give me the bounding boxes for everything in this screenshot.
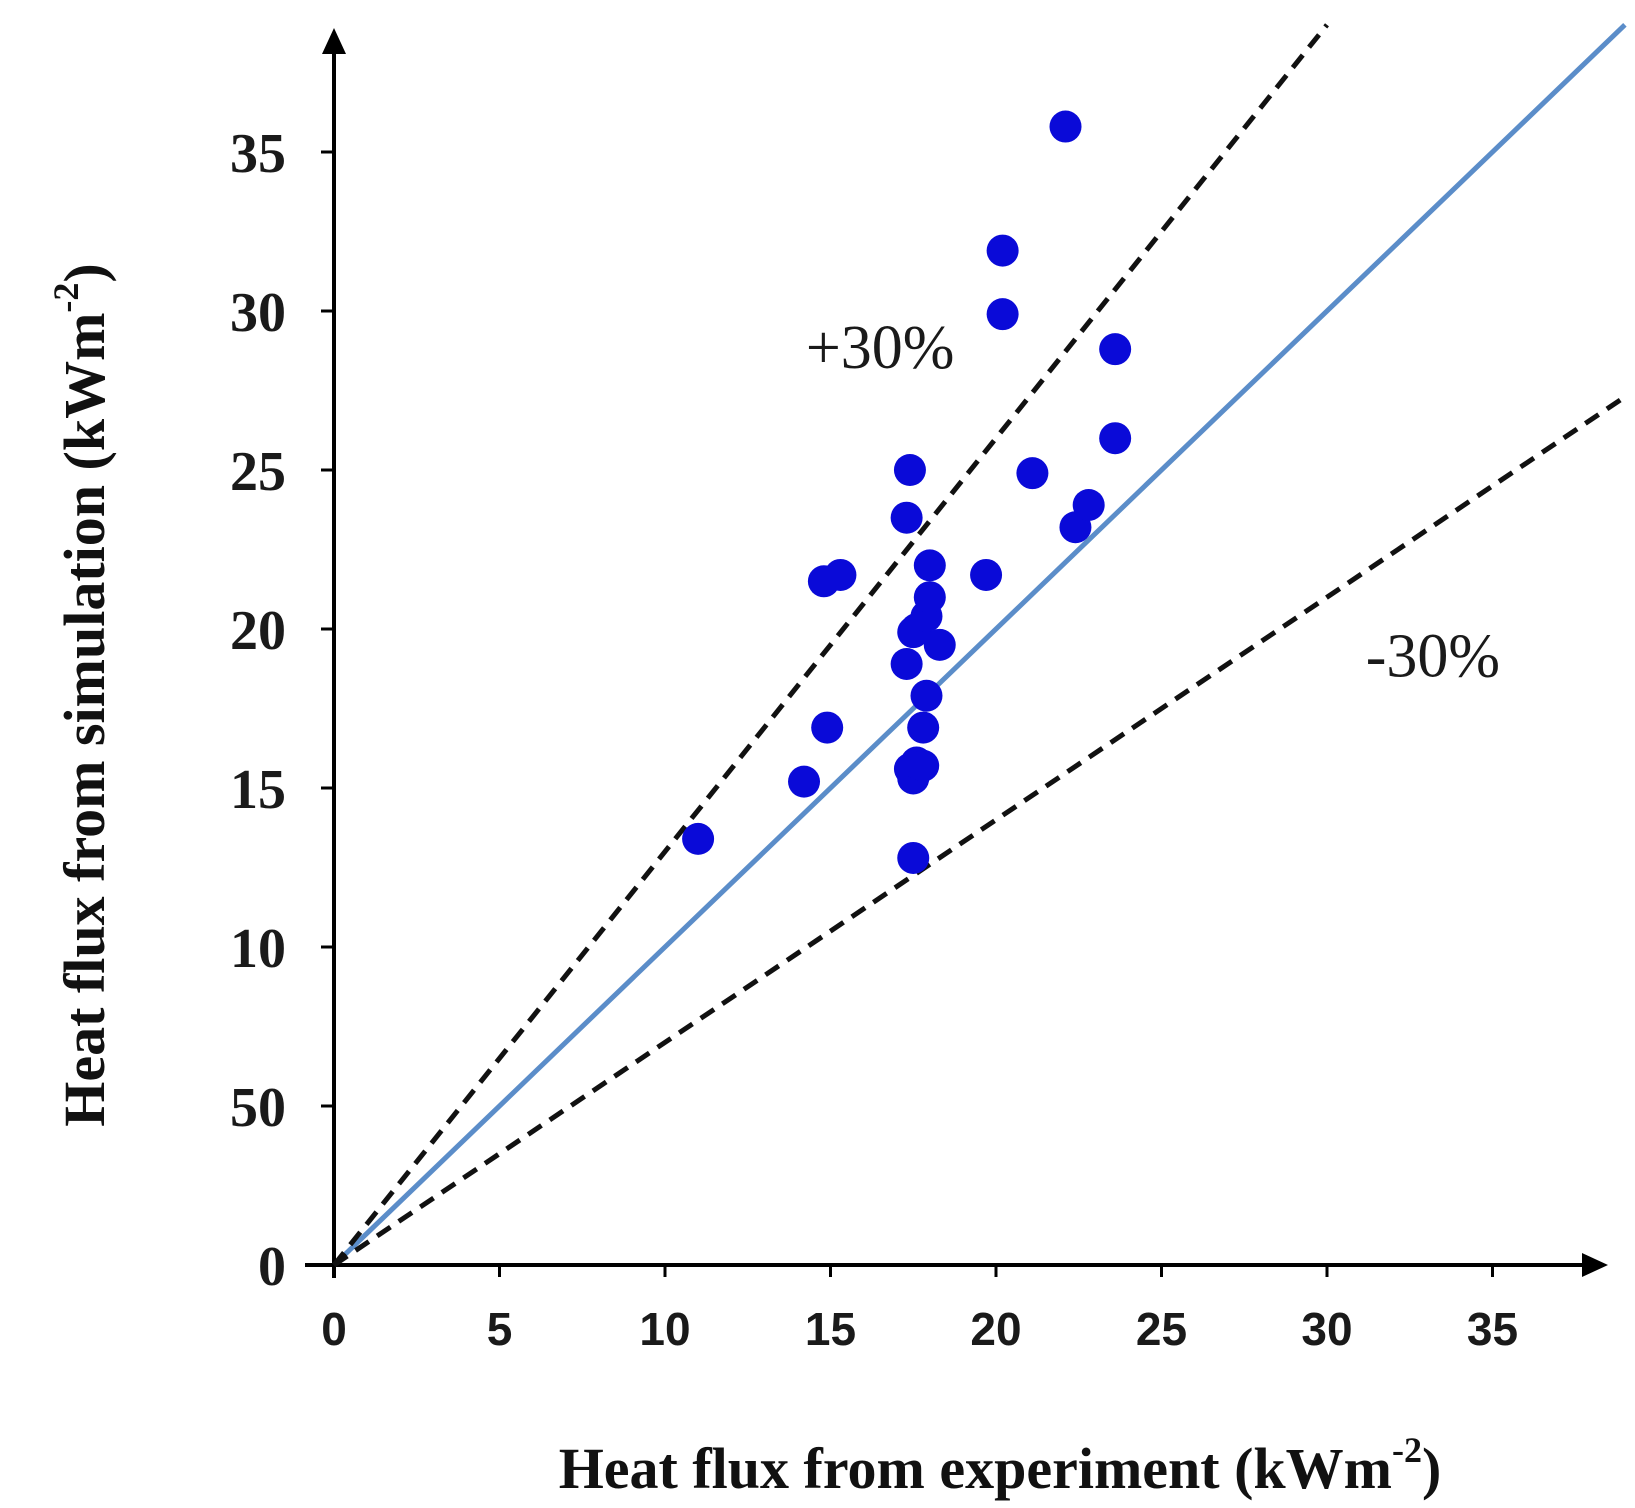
data-point bbox=[907, 711, 940, 744]
data-point bbox=[986, 298, 1019, 331]
x-tick-label: 15 bbox=[805, 1303, 856, 1355]
data-point bbox=[811, 711, 844, 744]
x-tick-label: 0 bbox=[321, 1303, 347, 1355]
y-tick-label: 30 bbox=[230, 282, 286, 344]
y-tick-label: 35 bbox=[230, 123, 286, 185]
data-point bbox=[913, 549, 946, 582]
axes bbox=[305, 28, 1608, 1278]
y-tick-label: 20 bbox=[230, 600, 286, 662]
data-point bbox=[1072, 488, 1105, 521]
data-point bbox=[1049, 110, 1082, 143]
x-axis-title: Heat flux from experiment (kWm-2) bbox=[559, 1430, 1442, 1501]
x-axis-arrowhead bbox=[1582, 1253, 1608, 1277]
y-tick-label: 50 bbox=[230, 1077, 286, 1139]
data-point bbox=[986, 234, 1019, 267]
data-point bbox=[824, 558, 857, 591]
y-axis-arrowhead bbox=[322, 28, 346, 54]
y-axis-title: Heat flux from simulation (kWm-2) bbox=[46, 263, 117, 1126]
ticks: 0 5 10 15 20 25 30 35 0 50 10 15 20 25 30 35 bbox=[230, 123, 1518, 1355]
data-point bbox=[893, 454, 926, 486]
data-point bbox=[910, 679, 943, 712]
data-point bbox=[1099, 333, 1132, 366]
data-point bbox=[788, 765, 821, 798]
x-tick-label: 30 bbox=[1301, 1303, 1352, 1355]
x-tick-label: 5 bbox=[487, 1303, 513, 1355]
x-axis-title-superscript: -2 bbox=[1392, 1430, 1422, 1470]
data-point bbox=[907, 749, 940, 782]
reference-lines bbox=[332, 22, 1627, 1268]
data-point bbox=[970, 558, 1003, 591]
x-tick-label: 35 bbox=[1467, 1303, 1518, 1355]
x-axis-title-close: ) bbox=[1422, 1436, 1441, 1501]
y-tick-label: 10 bbox=[230, 918, 286, 980]
data-point bbox=[897, 841, 930, 874]
reference-line-parity bbox=[332, 22, 1627, 1267]
y-axis-title-close: ) bbox=[52, 263, 117, 282]
data-point bbox=[890, 501, 923, 534]
annotations: +30% -30% bbox=[806, 314, 1500, 690]
data-point bbox=[890, 647, 923, 680]
data-point bbox=[1016, 457, 1049, 490]
x-tick-label: 10 bbox=[639, 1303, 690, 1355]
data-point bbox=[923, 628, 956, 661]
x-tick-label: 20 bbox=[970, 1303, 1021, 1355]
y-axis-title-main: Heat flux from simulation (kWm bbox=[52, 313, 117, 1127]
data-point bbox=[682, 822, 715, 855]
y-tick-label: 25 bbox=[230, 441, 286, 503]
data-point bbox=[913, 581, 946, 614]
band-label: +30% bbox=[806, 314, 955, 382]
band-label: -30% bbox=[1366, 623, 1500, 691]
x-tick-label: 25 bbox=[1136, 1303, 1187, 1355]
y-tick-label: 0 bbox=[258, 1236, 286, 1298]
reference-line-upper-30 bbox=[332, 23, 1329, 1267]
x-axis-title-main: Heat flux from experiment (kWm bbox=[559, 1436, 1392, 1501]
reference-line-lower-30 bbox=[332, 394, 1627, 1268]
data-points bbox=[682, 110, 1132, 874]
data-point bbox=[1099, 422, 1132, 455]
y-tick-label: 15 bbox=[230, 759, 286, 821]
y-axis-title-superscript: -2 bbox=[46, 283, 86, 313]
